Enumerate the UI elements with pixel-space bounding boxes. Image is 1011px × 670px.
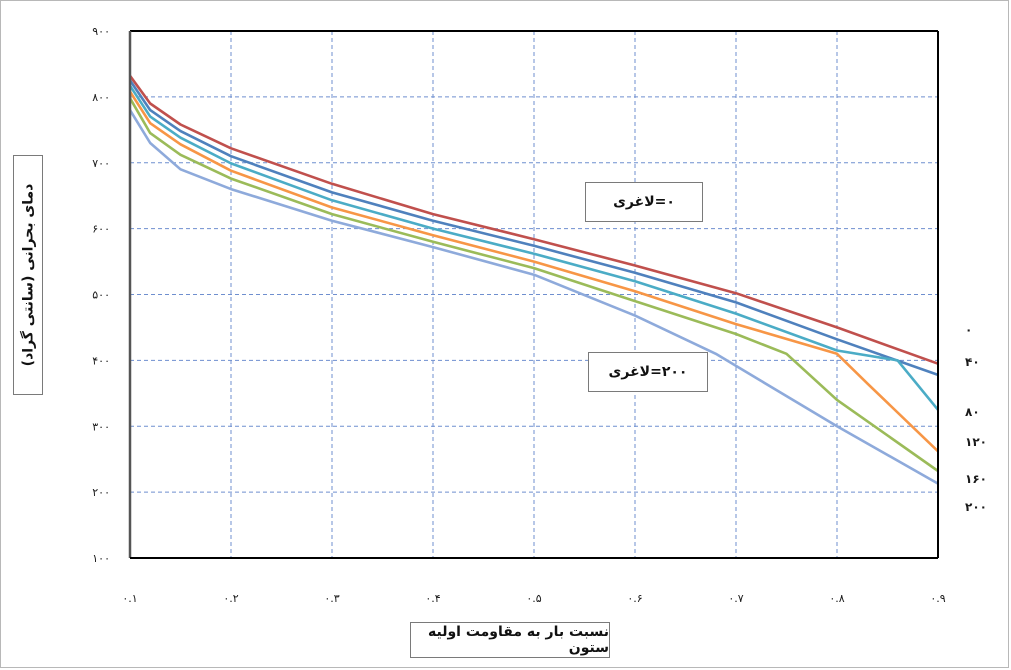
x-tick-label: ۰.۲ [223, 592, 238, 605]
series-end-label: ۱۶۰ [965, 472, 987, 486]
y-tick-label: ۷۰۰ [92, 157, 110, 170]
x-tick-label: ۰.۷ [728, 592, 743, 605]
annotation-slenderness-200: ۲۰۰=لاغری [588, 352, 708, 392]
x-axis-label: نسبت بار به مقاومت اولیه ستون [410, 622, 610, 658]
x-tick-label: ۰.۳ [324, 592, 339, 605]
x-tick-label: ۰.۴ [425, 592, 440, 605]
series-end-label: ۰ [965, 323, 972, 337]
y-tick-label: ۶۰۰ [92, 223, 110, 236]
annotation-slenderness-0: ۰=لاغری [585, 182, 703, 222]
series-end-label: ۲۰۰ [965, 500, 987, 514]
y-tick-label: ۱۰۰ [92, 552, 110, 565]
y-tick-label: ۴۰۰ [92, 354, 110, 367]
x-tick-label: ۰.۱ [122, 592, 137, 605]
series-line-۸۰ [128, 84, 940, 411]
series-end-label: ۴۰ [965, 355, 980, 369]
series-line-۴۰ [128, 79, 939, 377]
series-line-۲۰۰ [128, 109, 939, 485]
series-line-۰ [128, 75, 939, 365]
series-end-label: ۱۲۰ [965, 435, 987, 449]
y-tick-label: ۳۰۰ [92, 420, 110, 433]
y-tick-label: ۵۰۰ [92, 289, 110, 302]
x-tick-label: ۰.۸ [829, 592, 844, 605]
series-lines [128, 75, 940, 485]
y-tick-label: ۹۰۰ [92, 25, 110, 38]
y-axis-label-text: دمای بحرانی (سانتی گراد) [19, 183, 36, 367]
x-tick-label: ۰.۵ [526, 592, 541, 605]
y-tick-label: ۲۰۰ [92, 486, 110, 499]
y-tick-label: ۸۰۰ [92, 91, 110, 104]
x-tick-label: ۰.۶ [627, 592, 642, 605]
series-line-۱۲۰ [128, 90, 939, 453]
y-axis-label: دمای بحرانی (سانتی گراد) [13, 155, 43, 395]
series-end-label: ۸۰ [965, 405, 980, 419]
grid [130, 30, 939, 558]
axes [128, 30, 939, 559]
x-tick-label: ۰.۹ [930, 592, 945, 605]
series-line-۱۶۰ [128, 97, 939, 473]
